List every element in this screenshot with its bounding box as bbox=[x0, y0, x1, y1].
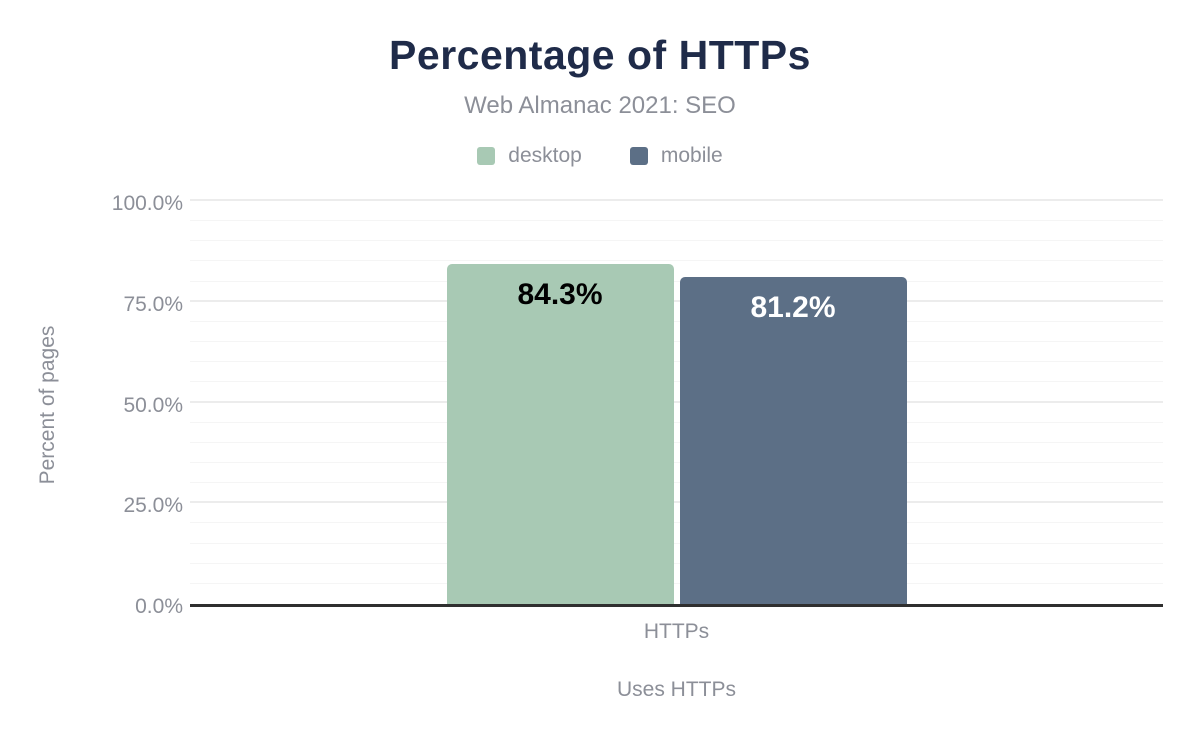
chart-title: Percentage of HTTPs bbox=[389, 32, 811, 78]
mobile-swatch-icon bbox=[629, 147, 648, 165]
y-tick-label: 100.0% bbox=[111, 192, 183, 215]
gridline bbox=[190, 522, 1163, 524]
legend-item-mobile: mobile bbox=[629, 144, 723, 168]
legend-label-mobile: mobile bbox=[660, 144, 723, 167]
gridline bbox=[190, 441, 1163, 443]
gridline bbox=[190, 199, 1163, 201]
y-tick-label: 25.0% bbox=[123, 494, 183, 518]
legend: desktop mobile bbox=[0, 144, 1200, 168]
gridline bbox=[190, 482, 1163, 484]
gridline bbox=[190, 421, 1163, 423]
gridline bbox=[190, 280, 1163, 282]
gridline bbox=[190, 240, 1163, 242]
legend-label-desktop: desktop bbox=[508, 144, 582, 167]
x-category-label: HTTPs bbox=[643, 620, 710, 643]
x-axis-title: Uses HTTPs bbox=[616, 678, 736, 701]
y-axis-tick-labels: 0.0% 25.0% 50.0% 75.0% 100.0% bbox=[0, 192, 183, 618]
chart-subtitle: Web Almanac 2021: SEO bbox=[464, 92, 736, 119]
y-tick-label: 75.0% bbox=[123, 292, 183, 316]
bar-value-label-desktop: 84.3% bbox=[517, 278, 603, 312]
y-tick-label: 50.0% bbox=[123, 393, 183, 417]
y-tick-label: 0.0% bbox=[135, 595, 183, 618]
gridline bbox=[190, 542, 1163, 544]
legend-item-desktop: desktop bbox=[477, 144, 582, 168]
gridline bbox=[190, 562, 1163, 564]
bar-desktop: 84.3% bbox=[446, 264, 674, 604]
gridline bbox=[190, 320, 1163, 322]
gridline bbox=[190, 381, 1163, 383]
gridline bbox=[190, 361, 1163, 363]
bar-group: 84.3% 81.2% bbox=[190, 204, 1163, 604]
plot-area: 84.3% 81.2% bbox=[190, 199, 1163, 607]
bar-mobile: 81.2% bbox=[679, 276, 907, 604]
gridline bbox=[190, 501, 1163, 504]
gridline bbox=[190, 260, 1163, 262]
gridline bbox=[190, 341, 1163, 343]
gridline bbox=[190, 299, 1163, 302]
gridline bbox=[190, 582, 1163, 584]
bar-value-label-mobile: 81.2% bbox=[750, 290, 836, 324]
gridline bbox=[190, 220, 1163, 222]
gridline bbox=[190, 400, 1163, 403]
desktop-swatch-icon bbox=[477, 147, 496, 165]
gridline bbox=[190, 461, 1163, 463]
